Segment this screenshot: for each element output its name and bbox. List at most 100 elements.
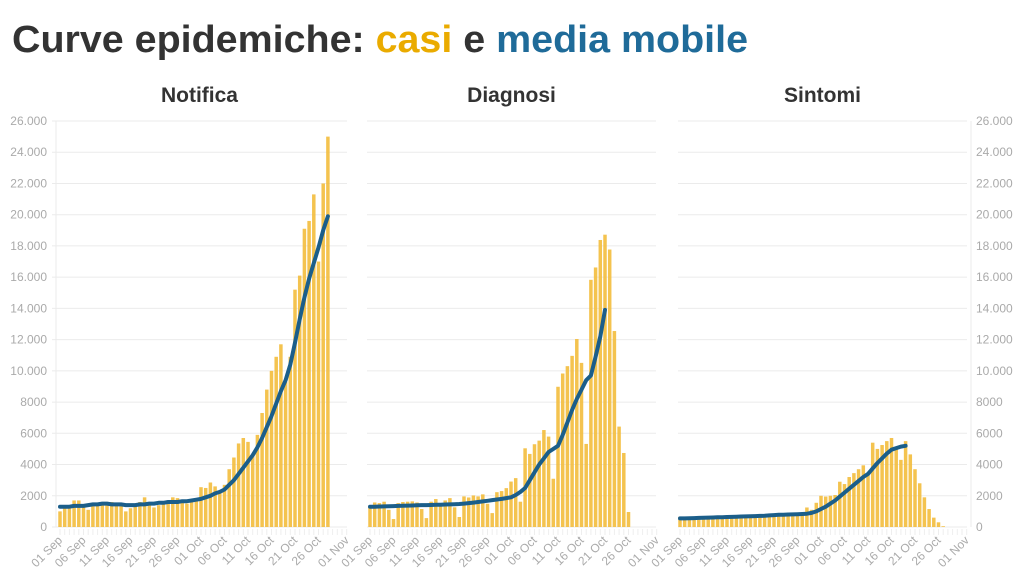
- bar-casi: [105, 502, 109, 527]
- title-casi: casi: [376, 19, 453, 61]
- bar-casi: [128, 508, 133, 527]
- y-tick-label: 16.000: [10, 270, 47, 284]
- bar-casi: [697, 517, 701, 527]
- bar-casi: [823, 496, 828, 527]
- bar-casi: [767, 515, 772, 527]
- x-tick-label: 01 Nov: [935, 533, 972, 570]
- bar-casi: [748, 515, 753, 527]
- bar-casi: [542, 430, 546, 527]
- bar-casi: [457, 517, 462, 527]
- bar-casi: [560, 373, 565, 527]
- bar-casi: [316, 261, 321, 527]
- y-tick-label: 10.000: [10, 364, 47, 378]
- bar-casi: [617, 426, 621, 527]
- bar-casi: [142, 497, 147, 527]
- bar-casi: [77, 500, 81, 527]
- bar-casi: [203, 487, 208, 527]
- bar-casi: [847, 477, 851, 527]
- bar-casi: [471, 495, 476, 527]
- bar-casi: [448, 498, 452, 527]
- bar-casi: [809, 509, 814, 527]
- bar-casi: [481, 494, 485, 527]
- bar-casi: [213, 486, 217, 527]
- bar-casi: [312, 194, 316, 527]
- bar-casi: [922, 497, 927, 527]
- bar-casi: [565, 366, 570, 527]
- y-tick-label: 10.000: [976, 364, 1013, 378]
- bar-casi: [866, 473, 870, 527]
- bar-casi: [274, 356, 278, 527]
- y-tick-label: 22.000: [10, 176, 47, 190]
- bar-casi: [302, 228, 307, 527]
- bar-casi: [171, 497, 175, 527]
- bar-casi: [81, 506, 86, 527]
- bar-casi: [598, 239, 603, 527]
- y-tick-label: 4000: [976, 458, 1003, 472]
- bar-casi: [86, 509, 90, 527]
- bar-casi: [72, 500, 76, 527]
- bar-casi: [485, 503, 490, 527]
- bar-casi: [753, 515, 757, 527]
- bar-casi: [152, 507, 156, 527]
- bar-casi: [744, 515, 748, 527]
- bar-casi: [185, 503, 189, 527]
- y-tick-label: 18.000: [10, 239, 47, 253]
- bar-casi: [532, 444, 537, 527]
- panel-notifica: Notifica 0 2000 4000 6000 8000 10.000 12.000 14.…: [10, 84, 352, 570]
- panel-title: Diagnosi: [467, 84, 556, 107]
- bar-casi: [772, 514, 776, 527]
- bar-casi: [885, 441, 889, 527]
- bar-casi: [495, 492, 499, 527]
- bar-casi: [913, 469, 917, 527]
- bar-casi: [438, 503, 443, 527]
- bar-casi: [706, 517, 710, 527]
- bar-casi: [687, 518, 692, 527]
- bar-casi: [109, 502, 114, 527]
- bar-casi: [518, 501, 523, 527]
- bar-casi: [795, 513, 800, 527]
- bar-casi: [734, 516, 739, 527]
- line-media-mobile: [368, 307, 607, 509]
- bar-casi: [729, 516, 734, 527]
- bar-casi: [227, 469, 231, 527]
- y-tick-label: 4000: [20, 458, 47, 472]
- line-media-mobile: [678, 443, 908, 521]
- bar-casi: [537, 440, 541, 527]
- bar-casi: [490, 513, 494, 527]
- y-tick-label: 2000: [20, 489, 47, 503]
- bar-casi: [856, 469, 861, 527]
- bar-casi: [692, 518, 696, 527]
- bar-casi: [119, 504, 123, 527]
- y-tick-label: 14.000: [10, 301, 47, 315]
- title-media-mobile: media mobile: [496, 19, 748, 61]
- y-tick-label: 20.000: [976, 208, 1013, 222]
- y-tick-label: 26.000: [976, 114, 1013, 128]
- bar-casi: [899, 459, 903, 527]
- bar-casi: [593, 267, 598, 527]
- bar-casi: [424, 518, 429, 527]
- bar-casi: [138, 502, 142, 527]
- bar-casi: [180, 499, 184, 527]
- bar-casi: [246, 441, 250, 527]
- bar-casi: [612, 331, 617, 527]
- panel-title: Sintomi: [784, 84, 861, 107]
- bar-casi: [401, 502, 405, 527]
- bar-casi: [466, 497, 471, 527]
- bar-casi: [575, 338, 579, 527]
- bar-casi: [626, 512, 631, 527]
- bar-casi: [499, 491, 504, 527]
- y-tick-label: 8000: [976, 395, 1003, 409]
- bar-casi: [725, 516, 729, 527]
- bar-casi: [269, 370, 274, 527]
- bar-casi: [528, 453, 532, 527]
- bar-casi: [100, 502, 105, 527]
- bar-casi: [682, 518, 687, 527]
- bar-casi: [166, 500, 170, 527]
- bar-casi: [603, 234, 607, 527]
- bar-casi: [175, 498, 180, 527]
- bar-casi: [776, 514, 781, 527]
- bar-casi: [556, 386, 560, 527]
- bar-casi: [842, 484, 847, 527]
- bar-casi: [377, 503, 382, 527]
